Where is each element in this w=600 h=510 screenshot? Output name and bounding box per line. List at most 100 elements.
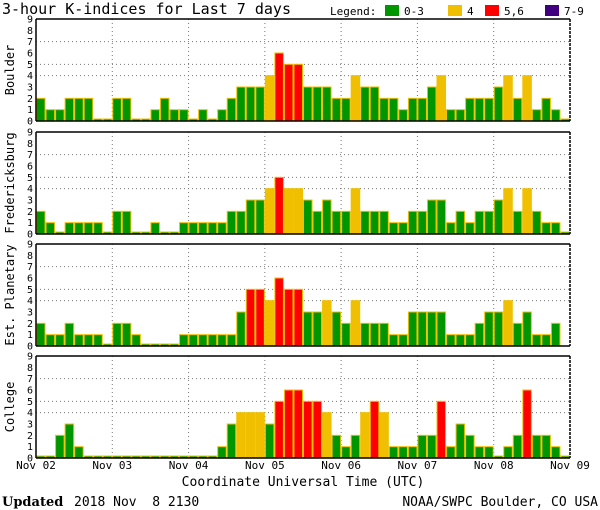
k-index-bar bbox=[198, 222, 208, 235]
k-index-bar bbox=[188, 334, 199, 347]
k-index-bar bbox=[426, 199, 437, 235]
k-index-bar bbox=[407, 446, 418, 459]
k-index-bar bbox=[531, 334, 542, 347]
k-index-bar bbox=[341, 210, 351, 235]
y-tick-label: 3 bbox=[27, 196, 33, 207]
y-tick-label: 1 bbox=[27, 442, 33, 453]
k-index-bar bbox=[303, 86, 313, 122]
x-tick-label: Nov 03 bbox=[92, 459, 132, 472]
y-tick-label: 7 bbox=[27, 374, 33, 385]
k-index-bar bbox=[322, 86, 332, 122]
legend-entry-label: 0-3 bbox=[404, 5, 424, 18]
k-index-bar bbox=[350, 434, 361, 459]
k-index-bar bbox=[341, 446, 351, 459]
y-tick-label: 2 bbox=[27, 94, 33, 105]
k-index-bar bbox=[360, 210, 370, 235]
k-index-bar bbox=[169, 109, 180, 122]
k-index-bar bbox=[64, 423, 75, 459]
y-tick-label: 0 bbox=[27, 230, 33, 241]
k-index-bar bbox=[550, 322, 561, 347]
k-index-bar bbox=[426, 434, 437, 459]
updated-label: Updated bbox=[2, 495, 63, 510]
k-index-bar bbox=[150, 222, 160, 235]
k-index-bar bbox=[236, 412, 246, 459]
y-tick-label: 1 bbox=[27, 330, 33, 341]
k-index-bar bbox=[369, 86, 380, 122]
k-index-bar bbox=[312, 210, 323, 235]
k-index-bar bbox=[217, 334, 227, 347]
k-index-bar bbox=[112, 322, 122, 347]
k-index-bar bbox=[159, 97, 170, 122]
y-tick-label: 9 bbox=[27, 240, 33, 251]
k-index-bar bbox=[474, 210, 485, 235]
k-index-bar bbox=[226, 210, 237, 235]
k-index-bar bbox=[550, 222, 561, 235]
k-index-bar bbox=[465, 97, 475, 122]
k-index-bar bbox=[283, 188, 294, 235]
k-index-bar bbox=[36, 322, 46, 347]
k-index-bar bbox=[264, 423, 275, 459]
k-index-bar bbox=[45, 334, 56, 347]
k-index-bar bbox=[446, 446, 456, 459]
k-index-bar bbox=[274, 277, 284, 347]
k-index-bar bbox=[350, 75, 361, 122]
k-index-bar bbox=[541, 334, 551, 347]
k-index-bar bbox=[341, 322, 351, 347]
k-index-bar bbox=[226, 334, 237, 347]
k-index-bar bbox=[388, 97, 399, 122]
y-tick-label: 3 bbox=[27, 420, 33, 431]
k-index-bar bbox=[417, 434, 427, 459]
k-index-bar bbox=[274, 400, 284, 459]
k-index-bar bbox=[331, 434, 342, 459]
k-index-bar bbox=[503, 300, 513, 347]
k-index-bar bbox=[407, 311, 418, 347]
k-index-bar bbox=[264, 300, 275, 347]
y-tick-label: 0 bbox=[27, 342, 33, 353]
k-index-bar bbox=[322, 412, 332, 459]
k-index-bar bbox=[245, 199, 256, 235]
y-tick-label: 4 bbox=[27, 296, 33, 307]
k-index-bar bbox=[369, 400, 380, 459]
k-index-bar bbox=[388, 222, 399, 235]
y-tick-label: 7 bbox=[27, 150, 33, 161]
k-index-bar bbox=[121, 210, 132, 235]
k-index-bar bbox=[36, 210, 46, 235]
y-tick-label: 4 bbox=[27, 184, 33, 195]
k-index-bar bbox=[379, 412, 389, 459]
x-tick-label: Nov 06 bbox=[321, 459, 361, 472]
k-index-bar bbox=[264, 188, 275, 235]
k-index-bar bbox=[398, 109, 408, 122]
k-index-bar bbox=[312, 86, 323, 122]
y-tick-label: 9 bbox=[27, 352, 33, 363]
k-index-bar bbox=[426, 86, 437, 122]
k-index-bar bbox=[417, 210, 427, 235]
k-index-bar bbox=[55, 109, 65, 122]
k-index-bar bbox=[83, 97, 94, 122]
y-tick-label: 6 bbox=[27, 274, 33, 285]
k-index-bar bbox=[331, 97, 342, 122]
credit-text: NOAA/SWPC Boulder, CO USA bbox=[402, 495, 598, 510]
k-index-bar bbox=[245, 412, 256, 459]
legend-swatch bbox=[485, 5, 499, 16]
k-index-bar bbox=[264, 75, 275, 122]
k-index-bar bbox=[541, 97, 551, 122]
k-index-bar bbox=[45, 109, 56, 122]
k-index-bar bbox=[236, 86, 246, 122]
k-index-bar bbox=[36, 97, 46, 122]
k-index-bar bbox=[55, 334, 65, 347]
panel-label: Fredericksburg bbox=[3, 132, 17, 233]
k-index-bar bbox=[131, 334, 141, 347]
k-index-bar bbox=[531, 210, 542, 235]
y-tick-label: 2 bbox=[27, 431, 33, 442]
k-index-bar bbox=[255, 288, 265, 347]
legend-entry-label: 4 bbox=[467, 5, 474, 18]
k-index-bar bbox=[417, 97, 427, 122]
legend-entry-label: 5,6 bbox=[504, 5, 524, 18]
k-index-bar bbox=[83, 222, 94, 235]
k-index-bar bbox=[293, 188, 304, 235]
y-tick-label: 8 bbox=[27, 26, 33, 37]
